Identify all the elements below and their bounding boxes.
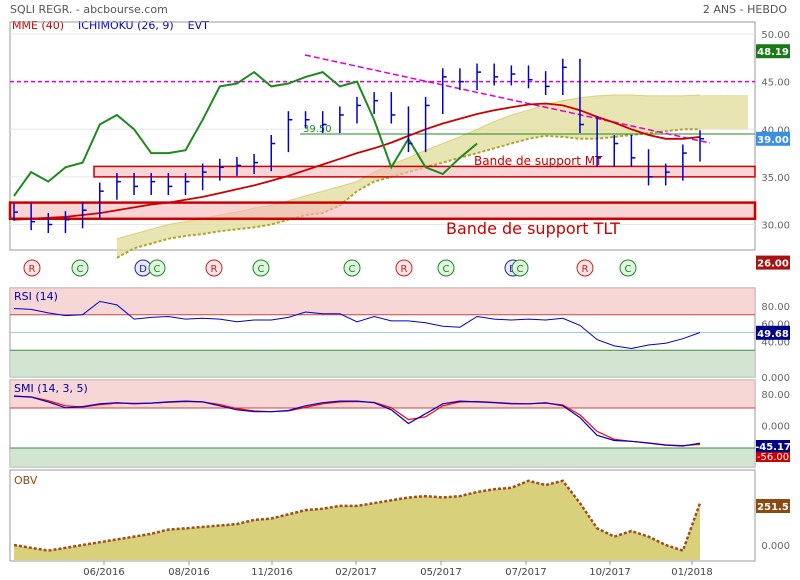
level-label: 39.50 (303, 124, 332, 135)
support-mt-label: Bande de support MT (474, 154, 603, 168)
event-marker (23, 259, 41, 277)
rsi-tick-label: 0.000 (761, 373, 790, 384)
event-label: C (625, 264, 632, 275)
event-marker (576, 259, 594, 277)
x-tick-label: 01/2018 (671, 567, 713, 578)
event-label: C (154, 264, 161, 275)
price-badge-text: 26.00 (757, 259, 789, 270)
rsi-tick-label: 80.00 (761, 302, 790, 313)
legend-item-2: EVT (188, 19, 209, 32)
rsi-zone-high (10, 288, 755, 315)
smi-badge-signal (756, 450, 790, 462)
ichimoku-cloud-ext (700, 94, 748, 130)
x-tick-label: 02/2017 (335, 567, 377, 578)
price-badge-text: 39.00 (757, 135, 789, 146)
price-tick-label: 45.00 (761, 78, 790, 89)
event-marker (343, 259, 361, 277)
event-label: C (443, 264, 450, 275)
obv-panel-frame (9, 469, 756, 562)
rsi-badge-text: 49.68 (757, 329, 789, 340)
obv-tick-label: 0.000 (761, 541, 790, 552)
price-tick-label: 30.00 (761, 221, 790, 232)
smi-line (13, 395, 701, 447)
price-tick-label: 40.00 (761, 125, 790, 136)
event-label: D (139, 264, 147, 275)
smi-badge-signal-text: -56.00 (757, 452, 789, 463)
price-badge (756, 44, 790, 59)
event-marker (205, 259, 223, 277)
rsi-badge (756, 325, 790, 340)
event-label: R (401, 264, 408, 275)
mme-line (13, 102, 701, 221)
rsi-line (13, 300, 701, 350)
rsi-tick-label: 40.00 (761, 337, 790, 348)
x-tick-label: 08/2016 (168, 567, 210, 578)
support-tlt-label: Bande de support TLT (446, 219, 620, 238)
rsi-title: RSI (14) (14, 290, 58, 303)
obv-badge-text: 251.5 (757, 502, 789, 513)
event-label: R (29, 264, 36, 275)
price-badge (756, 255, 790, 270)
x-tick-label: 05/2017 (420, 567, 462, 578)
smi-tick-label: 0.000 (761, 422, 790, 433)
event-label: C (258, 264, 265, 275)
smi-zone-high (10, 380, 755, 408)
source-title: SQLI REGR. - abcbourse.com (10, 3, 168, 16)
price-panel-frame (9, 21, 756, 251)
ichimoku-span-a (116, 128, 700, 259)
event-label: R (211, 264, 218, 275)
event-label: C (517, 264, 524, 275)
price-badge (756, 131, 790, 146)
event-marker (619, 259, 637, 277)
smi-title: SMI (14, 3, 5) (14, 382, 88, 395)
event-marker (511, 259, 529, 277)
event-label: C (77, 264, 84, 275)
obv-line (13, 479, 702, 553)
x-tick-label: 07/2017 (505, 567, 547, 578)
support-band-tlt (8, 201, 757, 221)
event-marker (437, 259, 455, 277)
smi-badge-text: -45.17 (755, 442, 791, 453)
smi-badge (756, 440, 790, 452)
smi-zone-low (10, 448, 755, 467)
event-marker (148, 259, 166, 277)
rsi-zone-low (10, 350, 755, 377)
x-tick-label: 10/2017 (589, 567, 631, 578)
event-label: R (582, 264, 589, 275)
event-marker (252, 259, 270, 277)
event-label: C (349, 264, 356, 275)
legend-item-1: ICHIMOKU (26, 9) (78, 19, 174, 32)
event-marker (71, 259, 89, 277)
x-tick-label: 06/2016 (83, 567, 125, 578)
downtrend-line (304, 54, 711, 144)
price-badge-text: 48.19 (757, 47, 789, 58)
smi-tick-label: 80.00 (761, 390, 790, 401)
period-label: 2 ANS - HEBDO (703, 3, 787, 16)
obv-title: OBV (14, 474, 38, 487)
x-tick-label: 11/2016 (251, 567, 293, 578)
rsi-tick-label: 60.00 (761, 320, 790, 331)
price-tick-label: 50.00 (761, 30, 790, 41)
price-tick-label: 35.00 (761, 173, 790, 184)
obv-badge (756, 499, 790, 513)
chikou-line (13, 70, 478, 197)
support-band-mt (93, 165, 756, 178)
legend-item-0: MME (40) (12, 19, 64, 32)
obv-area (14, 480, 700, 560)
event-marker (395, 259, 413, 277)
